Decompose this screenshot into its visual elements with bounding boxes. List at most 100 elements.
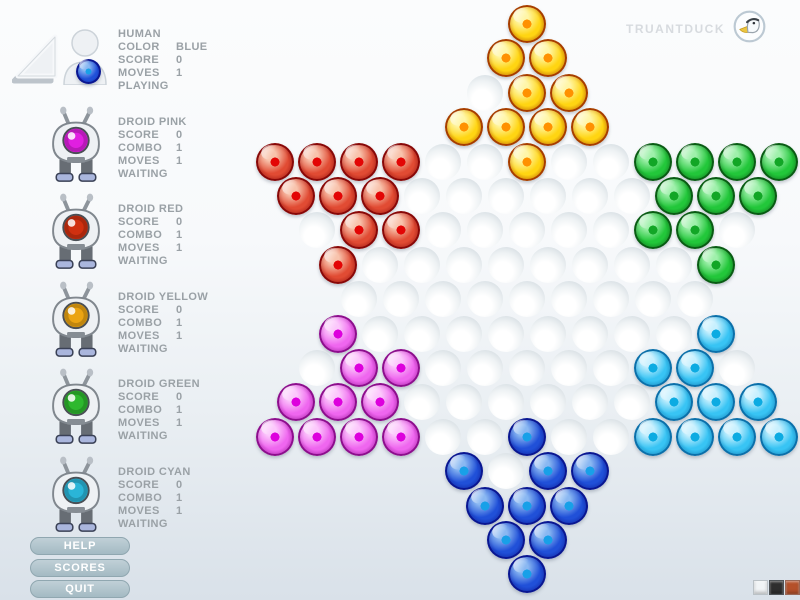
board-hole[interactable] <box>467 143 503 180</box>
blue-marble[interactable] <box>508 555 546 594</box>
board-hole[interactable] <box>362 246 398 283</box>
board-hole[interactable] <box>572 178 608 214</box>
board-hole[interactable] <box>614 178 650 214</box>
scores-button[interactable]: SCORES <box>30 558 130 577</box>
cyan-marble[interactable] <box>634 349 672 387</box>
board-hole[interactable] <box>572 315 608 352</box>
theme-swatch-orange[interactable] <box>785 580 800 595</box>
board-hole[interactable] <box>530 384 566 421</box>
board-hole[interactable] <box>593 418 629 455</box>
green-marble[interactable] <box>634 142 672 181</box>
board-hole[interactable] <box>383 281 419 318</box>
board-hole[interactable] <box>299 212 335 249</box>
red-marble[interactable] <box>382 142 420 181</box>
board-hole[interactable] <box>677 281 713 318</box>
board-hole[interactable] <box>488 453 524 490</box>
board-hole[interactable] <box>425 143 461 180</box>
board-hole[interactable] <box>593 350 629 386</box>
red-marble[interactable] <box>298 142 336 181</box>
board-hole[interactable] <box>404 178 440 214</box>
green-marble[interactable] <box>697 245 735 284</box>
cyan-marble[interactable] <box>676 417 714 456</box>
magenta-marble[interactable] <box>340 417 378 456</box>
board-hole[interactable] <box>572 246 608 283</box>
magenta-marble[interactable] <box>298 417 336 456</box>
cyan-marble[interactable] <box>676 349 714 387</box>
red-marble[interactable] <box>361 177 399 215</box>
yellow-marble[interactable] <box>487 108 525 147</box>
board-hole[interactable] <box>467 74 503 111</box>
green-marble[interactable] <box>760 142 798 181</box>
green-marble[interactable] <box>655 177 693 215</box>
board-hole[interactable] <box>719 350 755 386</box>
board-hole[interactable] <box>404 384 440 421</box>
cyan-marble[interactable] <box>739 383 777 422</box>
board-hole[interactable] <box>488 315 524 352</box>
red-marble[interactable] <box>256 142 294 181</box>
help-button[interactable]: HELP <box>30 537 130 555</box>
board-hole[interactable] <box>446 246 482 283</box>
yellow-marble[interactable] <box>508 142 546 181</box>
magenta-marble[interactable] <box>256 417 294 456</box>
magenta-marble[interactable] <box>319 383 357 422</box>
blue-marble[interactable] <box>487 521 525 559</box>
board-hole[interactable] <box>614 315 650 352</box>
cyan-marble[interactable] <box>760 417 798 456</box>
yellow-marble[interactable] <box>508 73 546 112</box>
cyan-marble[interactable] <box>697 383 735 422</box>
board-hole[interactable] <box>467 281 503 318</box>
board-hole[interactable] <box>614 246 650 283</box>
yellow-marble[interactable] <box>508 5 546 43</box>
cyan-marble[interactable] <box>634 417 672 456</box>
blue-marble[interactable] <box>529 452 567 491</box>
quit-button[interactable]: QUIT <box>30 580 130 598</box>
yellow-marble[interactable] <box>550 73 588 112</box>
back-arrow-button[interactable] <box>11 29 60 89</box>
magenta-marble[interactable] <box>382 349 420 387</box>
magenta-marble[interactable] <box>382 417 420 456</box>
board-hole[interactable] <box>446 178 482 214</box>
board-hole[interactable] <box>467 212 503 249</box>
magenta-marble[interactable] <box>361 383 399 422</box>
yellow-marble[interactable] <box>487 39 525 78</box>
board-hole[interactable] <box>551 143 587 180</box>
green-marble[interactable] <box>718 142 756 181</box>
board-hole[interactable] <box>614 384 650 421</box>
blue-marble[interactable] <box>508 417 546 456</box>
yellow-marble[interactable] <box>445 108 483 147</box>
board-hole[interactable] <box>446 315 482 352</box>
blue-marble[interactable] <box>550 486 588 525</box>
green-marble[interactable] <box>739 177 777 215</box>
board-hole[interactable] <box>530 315 566 352</box>
board-hole[interactable] <box>593 281 629 318</box>
yellow-marble[interactable] <box>529 108 567 147</box>
board-hole[interactable] <box>509 212 545 249</box>
theme-swatch-dark[interactable] <box>769 580 784 595</box>
yellow-marble[interactable] <box>571 108 609 147</box>
blue-marble[interactable] <box>508 486 546 525</box>
board-hole[interactable] <box>593 143 629 180</box>
board-hole[interactable] <box>488 384 524 421</box>
magenta-marble[interactable] <box>319 314 357 353</box>
board-hole[interactable] <box>530 246 566 283</box>
blue-marble[interactable] <box>466 486 504 525</box>
board-hole[interactable] <box>404 315 440 352</box>
red-marble[interactable] <box>319 245 357 284</box>
board-hole[interactable] <box>593 212 629 249</box>
green-marble[interactable] <box>634 211 672 250</box>
board-hole[interactable] <box>488 246 524 283</box>
board-hole[interactable] <box>362 315 398 352</box>
board-hole[interactable] <box>425 350 461 386</box>
red-marble[interactable] <box>382 211 420 250</box>
board-hole[interactable] <box>530 178 566 214</box>
board-hole[interactable] <box>719 212 755 249</box>
board-hole[interactable] <box>467 418 503 455</box>
board-hole[interactable] <box>551 281 587 318</box>
green-marble[interactable] <box>697 177 735 215</box>
cyan-marble[interactable] <box>697 314 735 353</box>
theme-swatch-light[interactable] <box>753 580 768 595</box>
green-marble[interactable] <box>676 211 714 250</box>
board-hole[interactable] <box>551 212 587 249</box>
board-hole[interactable] <box>425 212 461 249</box>
board-hole[interactable] <box>404 246 440 283</box>
